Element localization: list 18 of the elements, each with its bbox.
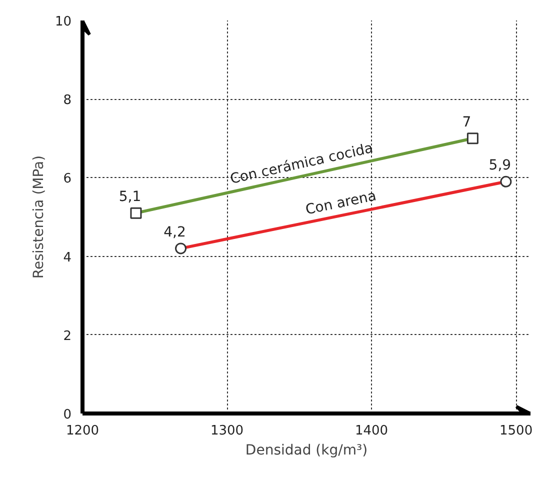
- x-tick-label: 1400: [354, 424, 388, 438]
- x-tick-label: 1300: [210, 424, 244, 438]
- x-tick-label: 1500: [500, 424, 533, 438]
- x-axis-title: Densidad (kg/m³): [245, 442, 368, 458]
- text: Con arena: [304, 188, 378, 218]
- text: Con cerámica cocida: [228, 140, 375, 188]
- data-label: 4,2: [164, 224, 186, 240]
- x-tick-label: 1200: [66, 424, 100, 438]
- y-axis-title: Resistencia (MPa): [30, 155, 47, 279]
- y-tick-label: 10: [54, 14, 72, 30]
- data-label: 5,9: [488, 158, 512, 174]
- y-tick-label: 8: [63, 93, 72, 108]
- y-tick-label: 0: [63, 408, 72, 422]
- data-label: 5,1: [118, 189, 142, 206]
- y-tick-label: 4: [63, 250, 72, 266]
- data-label: 7: [462, 114, 472, 130]
- y-tick-label: 2: [63, 328, 72, 344]
- y-tick-label: 6: [63, 172, 72, 187]
